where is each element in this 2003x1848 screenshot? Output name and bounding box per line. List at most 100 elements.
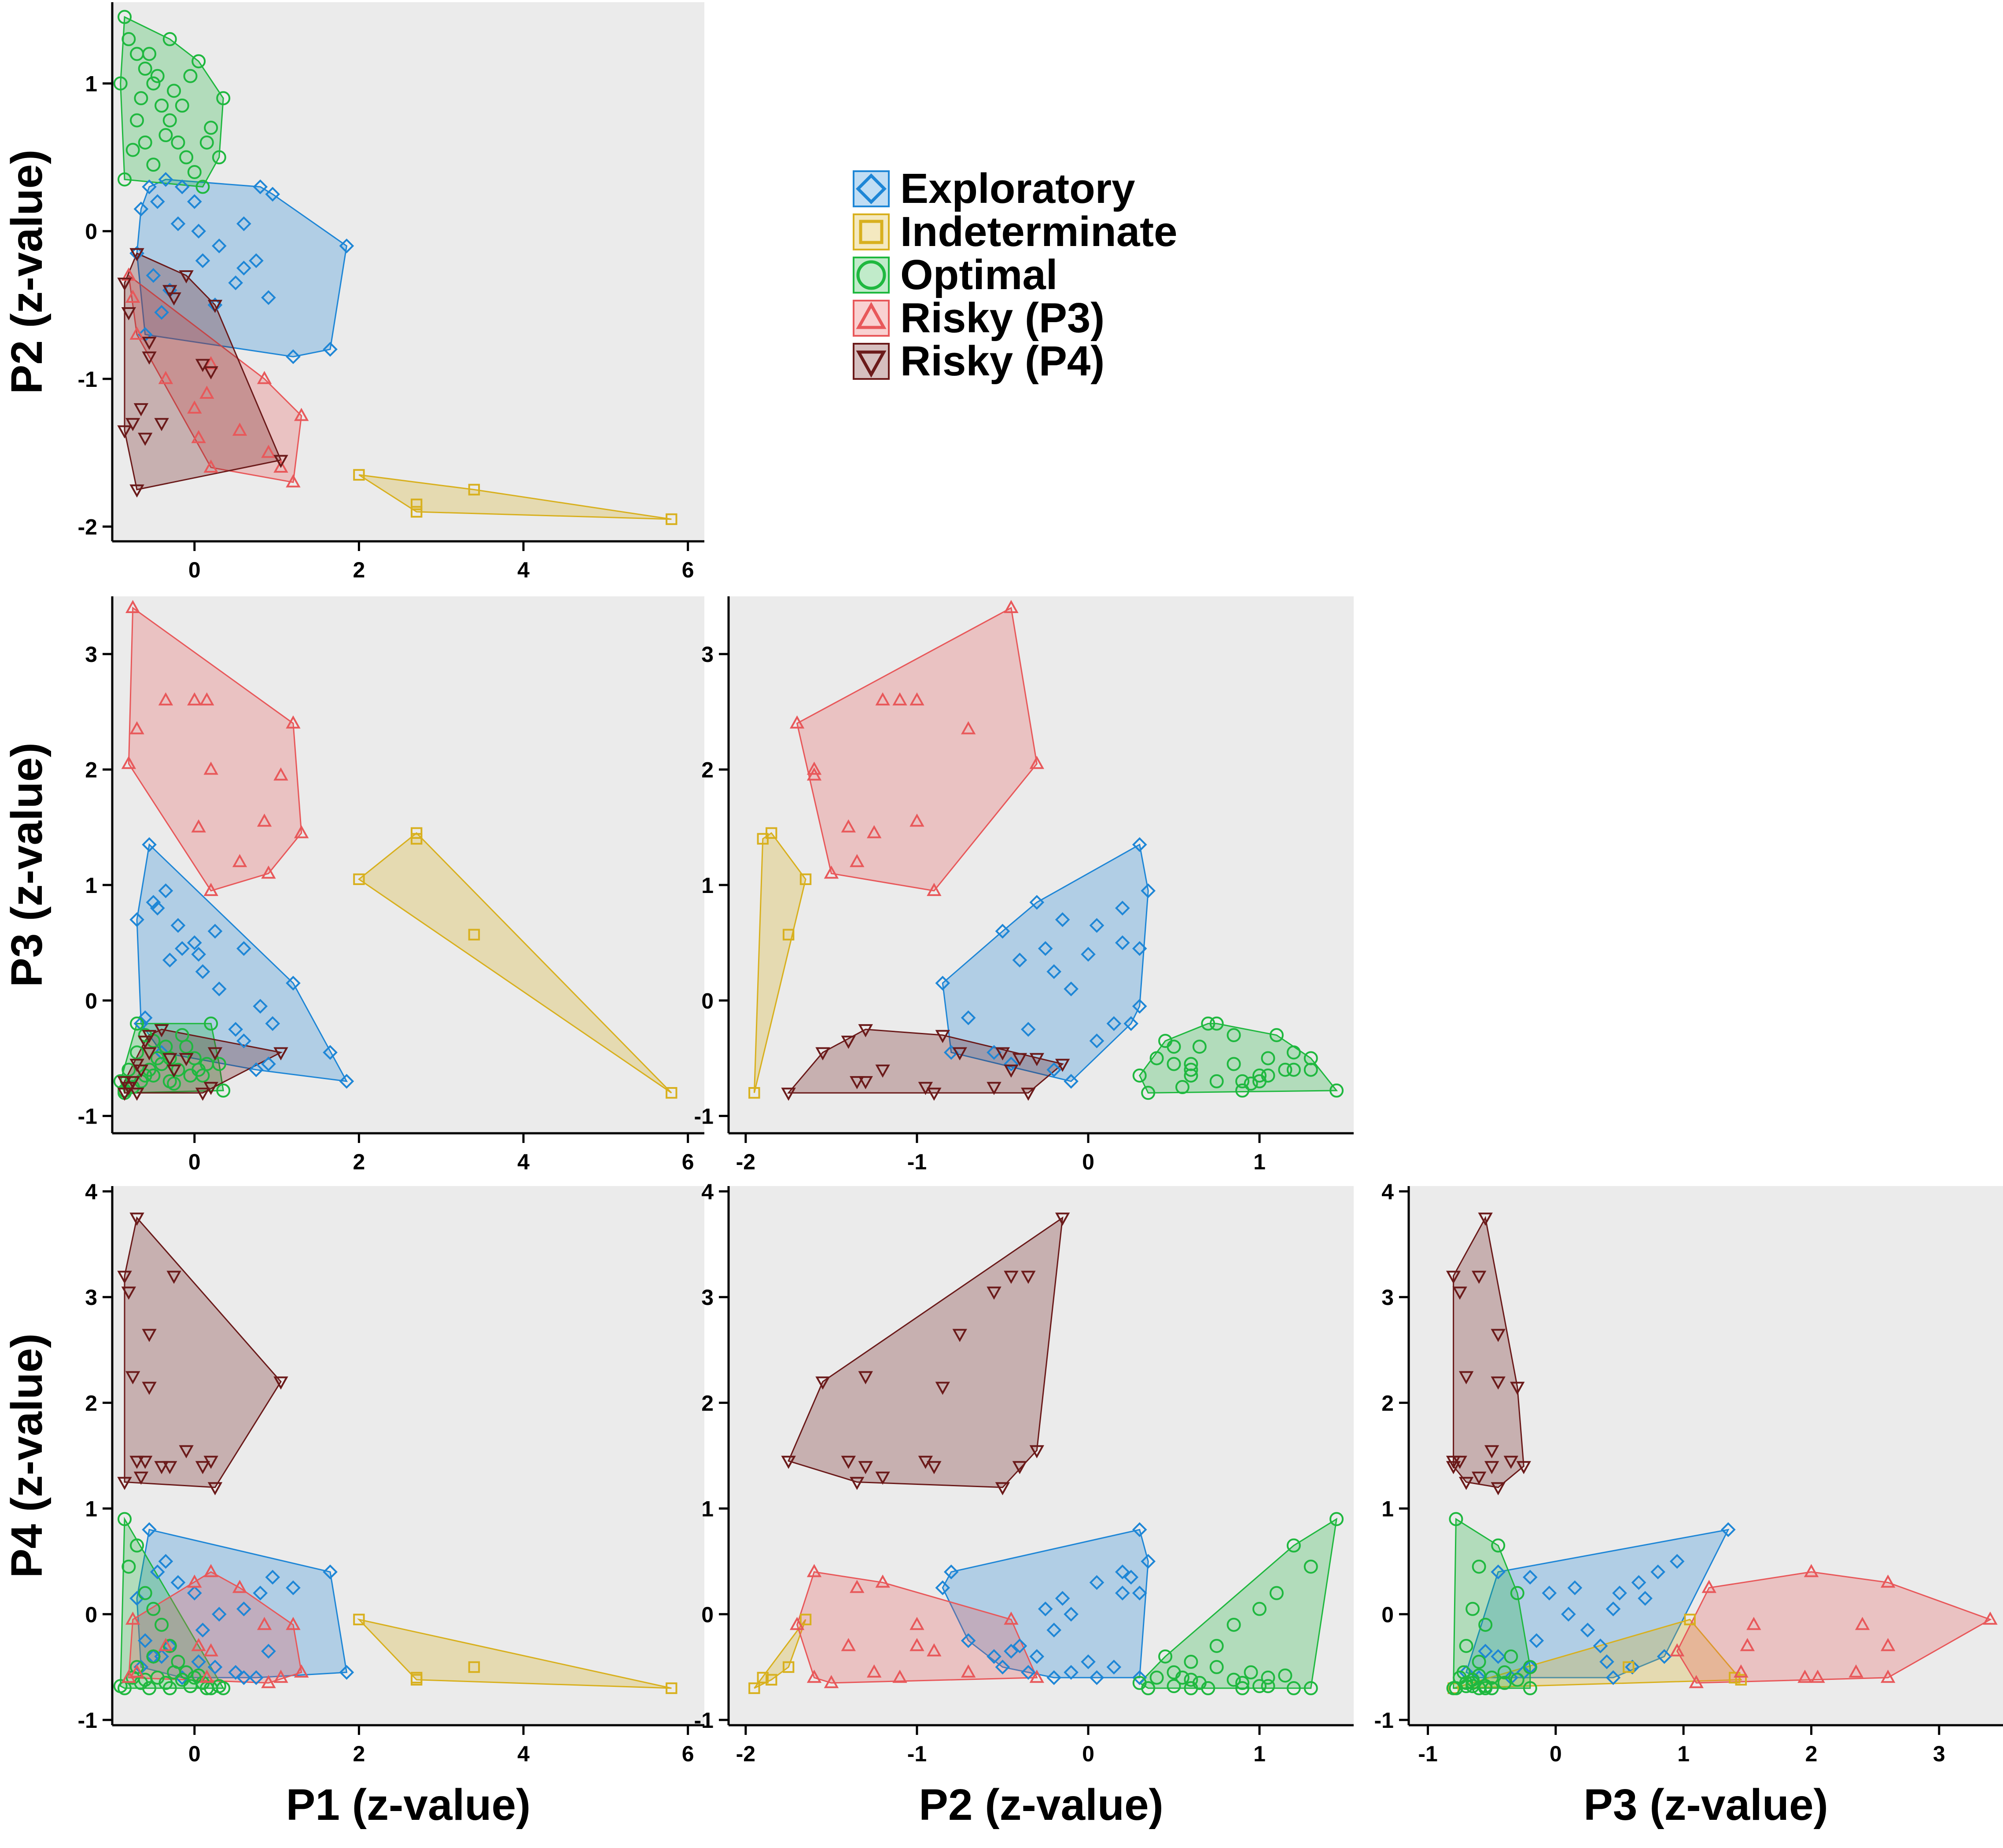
point-exploratory xyxy=(1132,837,1147,852)
point-exploratory xyxy=(1132,941,1147,956)
point-riskyP4 xyxy=(952,1047,967,1061)
panel-p1-vs-p2: 0 2 4 6 -2 -1 0 1 xyxy=(78,2,704,582)
point-optimal xyxy=(1523,1660,1537,1674)
point-exploratory xyxy=(137,1633,153,1648)
point-riskyP4 xyxy=(987,1082,1002,1095)
point-exploratory xyxy=(1081,947,1096,962)
point-indeterminate xyxy=(410,506,423,518)
point-optimal xyxy=(130,113,144,128)
x-tick-label: 6 xyxy=(682,558,694,582)
point-optimal xyxy=(138,62,152,76)
point-optimal xyxy=(204,121,218,135)
point-riskyP4 xyxy=(273,1047,288,1061)
panel-p2-vs-p4: -2 -1 0 1 -1 0 1 2 3 4 xyxy=(694,1179,1354,1766)
point-exploratory xyxy=(249,1062,264,1077)
point-optimal xyxy=(122,32,136,46)
hull-indeterminate xyxy=(357,1618,672,1689)
point-riskyP4 xyxy=(125,1076,140,1090)
point-riskyP4 xyxy=(1021,1087,1036,1101)
point-exploratory xyxy=(261,1644,276,1659)
hull-riskyP3 xyxy=(128,606,302,892)
point-exploratory xyxy=(150,900,165,916)
point-exploratory xyxy=(1542,1585,1557,1601)
point-optimal xyxy=(1286,1062,1301,1077)
point-optimal xyxy=(1261,1068,1275,1083)
point-riskyP4 xyxy=(927,1087,942,1101)
point-indeterminate xyxy=(748,1682,760,1694)
point-riskyP4 xyxy=(142,1381,157,1395)
point-riskyP3 xyxy=(927,882,942,896)
point-riskyP3 xyxy=(1029,1669,1044,1683)
legend-marker-indeterminate xyxy=(859,220,884,244)
point-exploratory xyxy=(339,238,354,254)
point-exploratory xyxy=(236,261,251,276)
point-exploratory xyxy=(1123,1569,1139,1585)
point-riskyP3 xyxy=(1746,1617,1761,1630)
y-tick-label: -2 xyxy=(78,514,97,539)
point-optimal xyxy=(118,1681,132,1695)
point-optimal xyxy=(1226,1617,1241,1632)
point-exploratory xyxy=(1650,1564,1665,1580)
point-riskyP4 xyxy=(154,1461,169,1474)
point-indeterminate xyxy=(468,1661,480,1673)
x-tick-label: 0 xyxy=(1082,1150,1094,1174)
point-exploratory xyxy=(195,964,210,979)
point-optimal xyxy=(1209,1639,1224,1653)
point-riskyP3 xyxy=(927,1643,942,1657)
point-optimal xyxy=(1472,1668,1486,1683)
legend-marker-riskyP4 xyxy=(856,350,887,378)
point-riskyP4 xyxy=(129,1087,144,1101)
point-indeterminate xyxy=(410,1672,423,1684)
point-riskyP3 xyxy=(1734,1664,1749,1678)
point-riskyP4 xyxy=(142,351,157,365)
point-exploratory xyxy=(961,1633,976,1648)
point-riskyP4 xyxy=(1491,1376,1506,1390)
point-riskyP3 xyxy=(125,600,140,614)
point-exploratory xyxy=(170,216,186,231)
y-tick-label: 3 xyxy=(85,642,97,667)
point-exploratory xyxy=(1055,1591,1070,1606)
point-optimal xyxy=(1269,1028,1284,1042)
point-riskyP4 xyxy=(117,1076,132,1090)
point-optimal xyxy=(1261,1679,1275,1694)
point-exploratory xyxy=(1631,1575,1646,1590)
point-optimal xyxy=(183,1679,198,1694)
point-indeterminate xyxy=(766,1674,777,1686)
point-exploratory xyxy=(1132,1522,1147,1537)
point-riskyP3 xyxy=(1029,756,1044,769)
point-exploratory xyxy=(995,1660,1010,1675)
point-optimal xyxy=(1184,1062,1198,1077)
point-riskyP4 xyxy=(1004,1064,1019,1078)
point-exploratory xyxy=(150,194,165,209)
point-indeterminate xyxy=(782,929,795,941)
point-indeterminate xyxy=(666,513,677,525)
point-exploratory xyxy=(253,1585,268,1601)
point-riskyP3 xyxy=(232,1580,247,1593)
point-exploratory xyxy=(154,305,169,320)
point-exploratory xyxy=(154,1649,169,1664)
point-optimal xyxy=(1167,1057,1181,1071)
point-riskyP4 xyxy=(1029,1053,1044,1066)
x-tick-label: 2 xyxy=(1805,1741,1818,1766)
point-optimal xyxy=(150,69,165,83)
point-optimal xyxy=(195,180,210,194)
point-riskyP3 xyxy=(187,400,202,414)
point-exploratory xyxy=(1055,912,1070,927)
point-riskyP3 xyxy=(961,721,976,735)
point-optimal xyxy=(138,1586,152,1600)
point-riskyP3 xyxy=(1983,1611,1998,1625)
point-exploratory xyxy=(323,1045,338,1060)
point-exploratory xyxy=(1046,1622,1062,1638)
point-riskyP3 xyxy=(1810,1669,1825,1683)
y-tick-label: 2 xyxy=(701,1391,714,1415)
x-tick-label: 2 xyxy=(353,558,365,582)
point-riskyP3 xyxy=(841,819,856,833)
point-optimal xyxy=(1510,1586,1524,1600)
point-exploratory xyxy=(1141,883,1156,898)
point-riskyP4 xyxy=(121,307,136,320)
point-exploratory xyxy=(1046,1062,1062,1077)
point-riskyP4 xyxy=(815,1376,830,1390)
point-optimal xyxy=(146,158,161,172)
legend-marker-riskyP3 xyxy=(856,301,887,329)
point-exploratory xyxy=(191,947,206,962)
